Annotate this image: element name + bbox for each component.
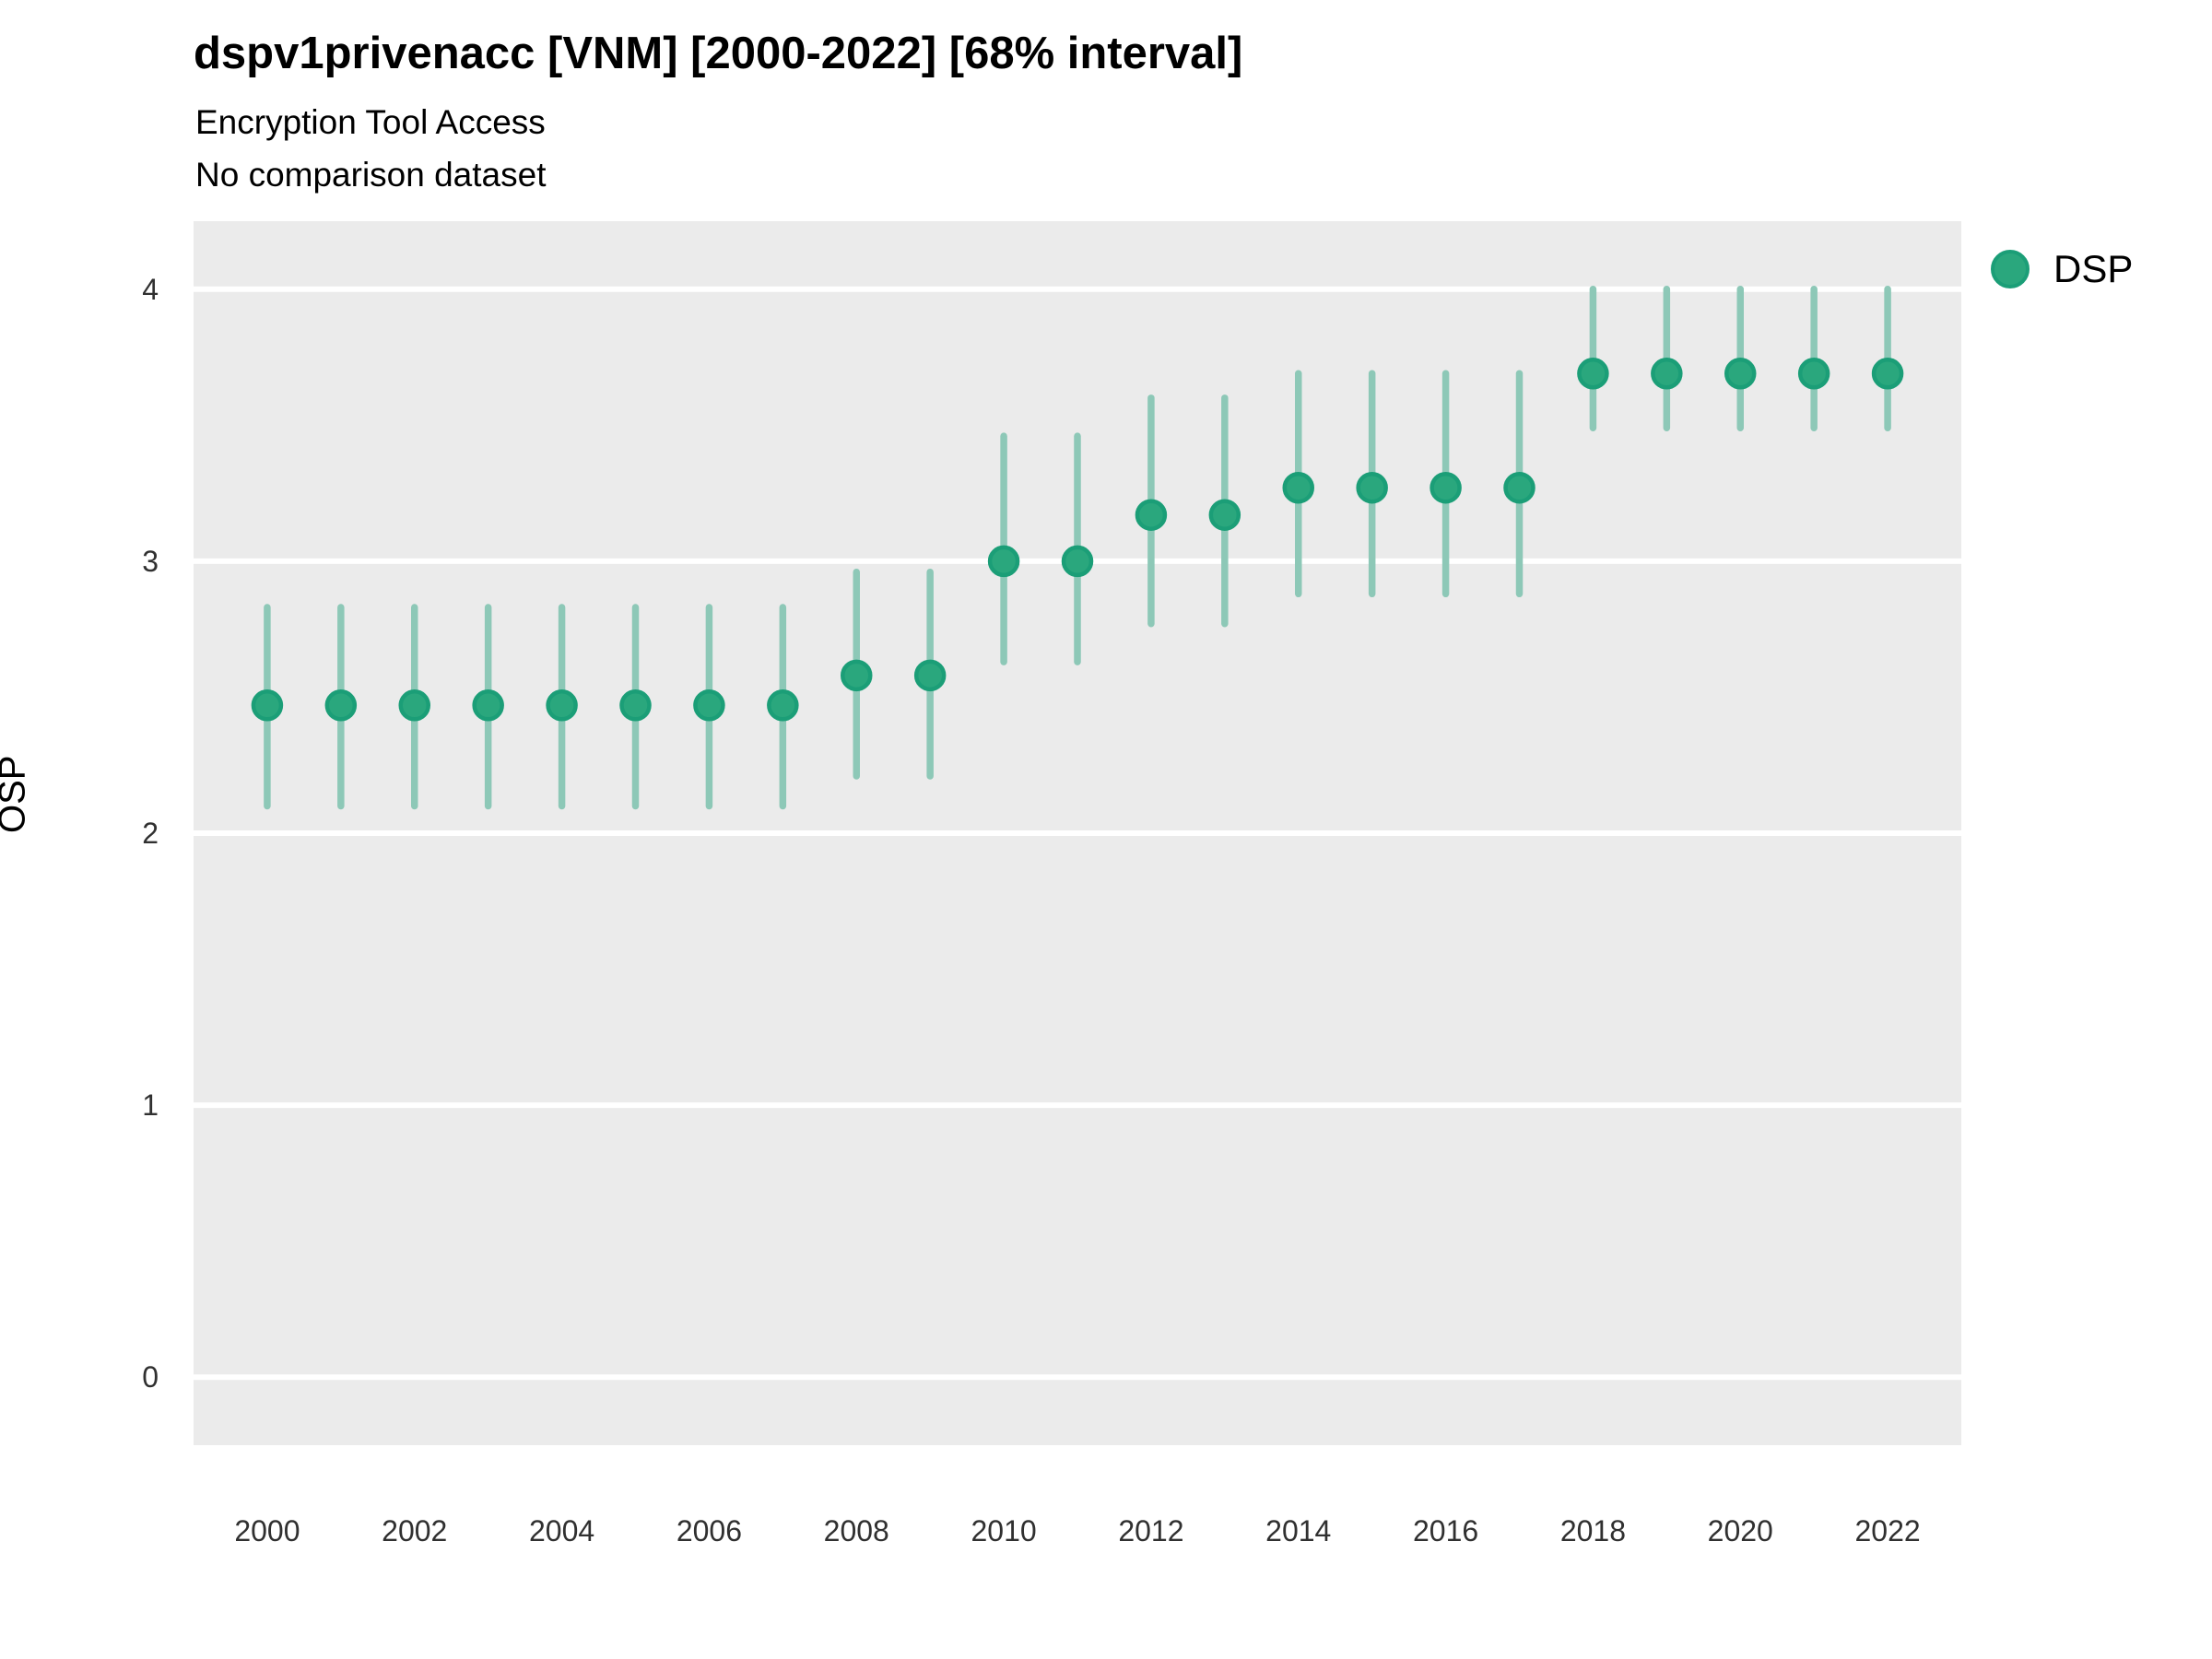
data-point-2021 [1797, 358, 1830, 390]
data-point-2019 [1651, 358, 1683, 390]
legend: DSP [1991, 247, 2133, 291]
x-tick-label: 2012 [1118, 1514, 1183, 1547]
data-point-2008 [841, 659, 873, 692]
x-tick-label: 2016 [1413, 1514, 1478, 1547]
data-point-2012 [1135, 499, 1168, 531]
data-point-2017 [1503, 471, 1535, 504]
data-point-2020 [1724, 358, 1757, 390]
data-point-2001 [324, 689, 358, 722]
data-point-2006 [693, 689, 725, 722]
y-tick-label: 0 [142, 1360, 159, 1394]
data-point-2014 [1282, 471, 1314, 504]
legend-point-icon [1991, 250, 2030, 288]
data-point-2022 [1871, 358, 1904, 390]
y-tick-label: 2 [142, 817, 159, 850]
data-point-2000 [251, 689, 284, 722]
x-tick-label: 2022 [1854, 1514, 1920, 1547]
data-point-2002 [398, 689, 430, 722]
data-point-2009 [913, 659, 947, 692]
data-point-2003 [472, 689, 504, 722]
x-tick-label: 2020 [1708, 1514, 1773, 1547]
x-tick-label: 2014 [1265, 1514, 1331, 1547]
x-tick-label: 2002 [382, 1514, 447, 1547]
x-tick-label: 2018 [1560, 1514, 1626, 1547]
data-point-2016 [1430, 471, 1462, 504]
data-point-2004 [546, 689, 578, 722]
x-tick-label: 2010 [971, 1514, 1036, 1547]
x-tick-label: 2004 [529, 1514, 594, 1547]
data-point-2013 [1208, 499, 1241, 531]
data-point-2010 [987, 545, 1020, 578]
data-point-2005 [619, 689, 652, 722]
x-tick-label: 2000 [234, 1514, 300, 1547]
data-point-2015 [1356, 471, 1388, 504]
legend-label: DSP [2053, 247, 2134, 290]
data-point-2018 [1577, 358, 1609, 390]
y-tick-label: 3 [142, 545, 159, 578]
data-point-2007 [767, 689, 799, 722]
chart-subtitle: Encryption Tool Access [195, 103, 546, 141]
data-point-2011 [1061, 545, 1094, 578]
y-axis-title: OSP [0, 755, 33, 833]
chart-title: dspv1privenacc [VNM] [2000-2022] [68% in… [194, 29, 1243, 78]
y-tick-label: 4 [142, 273, 159, 306]
chart-note: No comparison dataset [195, 156, 547, 194]
x-tick-label: 2008 [824, 1514, 889, 1547]
y-tick-label: 1 [142, 1088, 159, 1122]
x-tick-label: 2006 [677, 1514, 742, 1547]
